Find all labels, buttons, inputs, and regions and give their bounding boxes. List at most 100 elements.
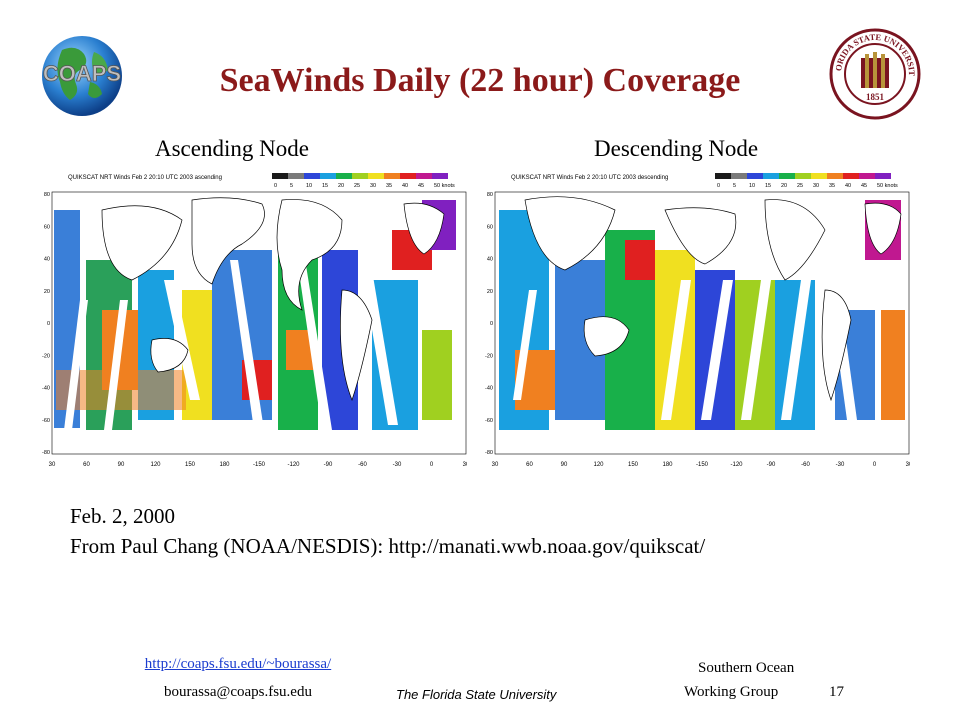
latitude-label: 40 xyxy=(44,257,50,263)
longitude-label: -60 xyxy=(358,462,367,468)
colorbar-swatch xyxy=(272,173,288,179)
seal-year: 1851 xyxy=(866,92,885,102)
longitude-label: 150 xyxy=(185,462,196,468)
longitude-label: 90 xyxy=(561,462,568,468)
colorbar-swatch xyxy=(304,173,320,179)
longitude-label: 120 xyxy=(150,462,161,468)
colorbar-swatch xyxy=(416,173,432,179)
latitude-label: -60 xyxy=(42,418,50,424)
colorbar-swatch xyxy=(811,173,827,179)
colorbar-swatch xyxy=(731,173,747,179)
wind-speed-colorbar: 0 5 10 15 20 25 30 35 40 45 50 knots xyxy=(715,173,898,189)
wind-speed-colorbar: 0 5 10 15 20 25 30 35 40 45 50 knots xyxy=(272,173,455,189)
colorbar-label: 50 knots xyxy=(434,183,455,189)
longitude-label: 30 xyxy=(906,462,910,468)
longitude-label: -90 xyxy=(324,462,333,468)
longitude-label: 90 xyxy=(118,462,125,468)
colorbar-label: 50 knots xyxy=(877,183,898,189)
longitude-labels: 30 60 90 120 150 180 -150 -120 -90 -60 -30 0 30 xyxy=(49,462,467,468)
latitude-label: 20 xyxy=(487,289,493,295)
colorbar-swatch xyxy=(320,173,336,179)
longitude-label: -30 xyxy=(836,462,845,468)
page-number: 17 xyxy=(829,684,844,700)
colorbar-label: 45 xyxy=(418,183,424,189)
longitude-label: 0 xyxy=(873,462,877,468)
latitude-labels: 80 60 40 20 0 -20 -40 -60 -80 xyxy=(485,192,493,456)
footer-email: bourassa@coaps.fsu.edu xyxy=(164,684,312,700)
latitude-label: 40 xyxy=(487,257,493,263)
colorbar-swatch xyxy=(715,173,731,179)
date-line: Feb. 2, 2000 xyxy=(70,504,175,528)
source-line: From Paul Chang (NOAA/NESDIS): http://ma… xyxy=(70,534,706,558)
longitude-label: -150 xyxy=(253,462,266,468)
latitude-label: 80 xyxy=(487,192,493,198)
descending-wind-map: QUIKSCAT NRT Winds Feb 2 20:10 UTC 2003 … xyxy=(485,170,910,470)
colorbar-label: 0 xyxy=(717,183,720,189)
swath-gaps xyxy=(64,260,398,430)
colorbar-label: 5 xyxy=(290,183,293,189)
longitude-label: 150 xyxy=(628,462,639,468)
colorbar-swatch xyxy=(795,173,811,179)
footer-group-line1: Southern Ocean xyxy=(698,660,795,676)
colorbar-swatch xyxy=(400,173,416,179)
colorbar-swatch xyxy=(747,173,763,179)
latitude-label: 80 xyxy=(44,192,50,198)
longitude-label: -150 xyxy=(696,462,709,468)
latitude-label: -80 xyxy=(42,450,50,456)
longitude-label: 120 xyxy=(593,462,604,468)
footer-group-line2: Working Group xyxy=(684,684,779,700)
colorbar-swatch xyxy=(827,173,843,179)
colorbar-label: 20 xyxy=(338,183,344,189)
longitude-label: 30 xyxy=(49,462,56,468)
colorbar-swatch xyxy=(432,173,448,179)
ascending-wind-map: QUIKSCAT NRT Winds Feb 2 20:10 UTC 2003 … xyxy=(42,170,467,470)
colorbar-label: 40 xyxy=(845,183,851,189)
longitude-label: 30 xyxy=(463,462,467,468)
longitude-label: -60 xyxy=(801,462,810,468)
fsu-seal: FLORIDA STATE UNIVERSITY 1851 xyxy=(826,20,921,120)
longitude-label: 180 xyxy=(219,462,230,468)
slide-title: SeaWinds Daily (22 hour) Coverage xyxy=(219,62,741,99)
coaps-logo: COAPS xyxy=(34,32,130,118)
colorbar-swatch xyxy=(352,173,368,179)
colorbar-label: 20 xyxy=(781,183,787,189)
footer-university: The Florida State University xyxy=(396,687,557,702)
footer-url-link[interactable]: http://coaps.fsu.edu/~bourassa/ xyxy=(144,656,332,672)
longitude-label: 60 xyxy=(83,462,90,468)
colorbar-label: 25 xyxy=(797,183,803,189)
colorbar-swatch xyxy=(779,173,795,179)
longitude-labels: 30 60 90 120 150 180 -150 -120 -90 -60 -30 0 30 xyxy=(492,462,910,468)
latitude-label: -40 xyxy=(485,386,493,392)
latitude-label: -80 xyxy=(485,450,493,456)
map-header: QUIKSCAT NRT Winds Feb 2 20:10 UTC 2003 … xyxy=(511,175,668,181)
latitude-label: 0 xyxy=(490,321,493,327)
colorbar-label: 35 xyxy=(829,183,835,189)
latitude-label: 0 xyxy=(47,321,50,327)
colorbar-swatch xyxy=(288,173,304,179)
continents xyxy=(524,196,902,402)
longitude-label: -120 xyxy=(287,462,300,468)
colorbar-label: 15 xyxy=(322,183,328,189)
colorbar-label: 5 xyxy=(733,183,736,189)
longitude-label: -30 xyxy=(393,462,402,468)
latitude-label: 20 xyxy=(44,289,50,295)
latitude-label: -20 xyxy=(42,353,50,359)
descending-node-caption: Descending Node xyxy=(594,136,759,161)
longitude-label: -120 xyxy=(730,462,743,468)
colorbar-label: 10 xyxy=(749,183,755,189)
latitude-label: 60 xyxy=(487,224,493,230)
colorbar-swatch xyxy=(763,173,779,179)
latitude-labels: 80 60 40 20 0 -20 -40 -60 -80 xyxy=(42,192,50,456)
longitude-label: 30 xyxy=(492,462,499,468)
colorbar-label: 25 xyxy=(354,183,360,189)
colorbar-label: 45 xyxy=(861,183,867,189)
colorbar-label: 15 xyxy=(765,183,771,189)
coaps-logo-text: COAPS xyxy=(43,61,121,86)
latitude-label: -20 xyxy=(485,353,493,359)
latitude-label: -60 xyxy=(485,418,493,424)
latitude-label: -40 xyxy=(42,386,50,392)
continents xyxy=(101,197,445,402)
longitude-label: 180 xyxy=(662,462,673,468)
colorbar-swatch xyxy=(875,173,891,179)
longitude-label: -90 xyxy=(767,462,776,468)
